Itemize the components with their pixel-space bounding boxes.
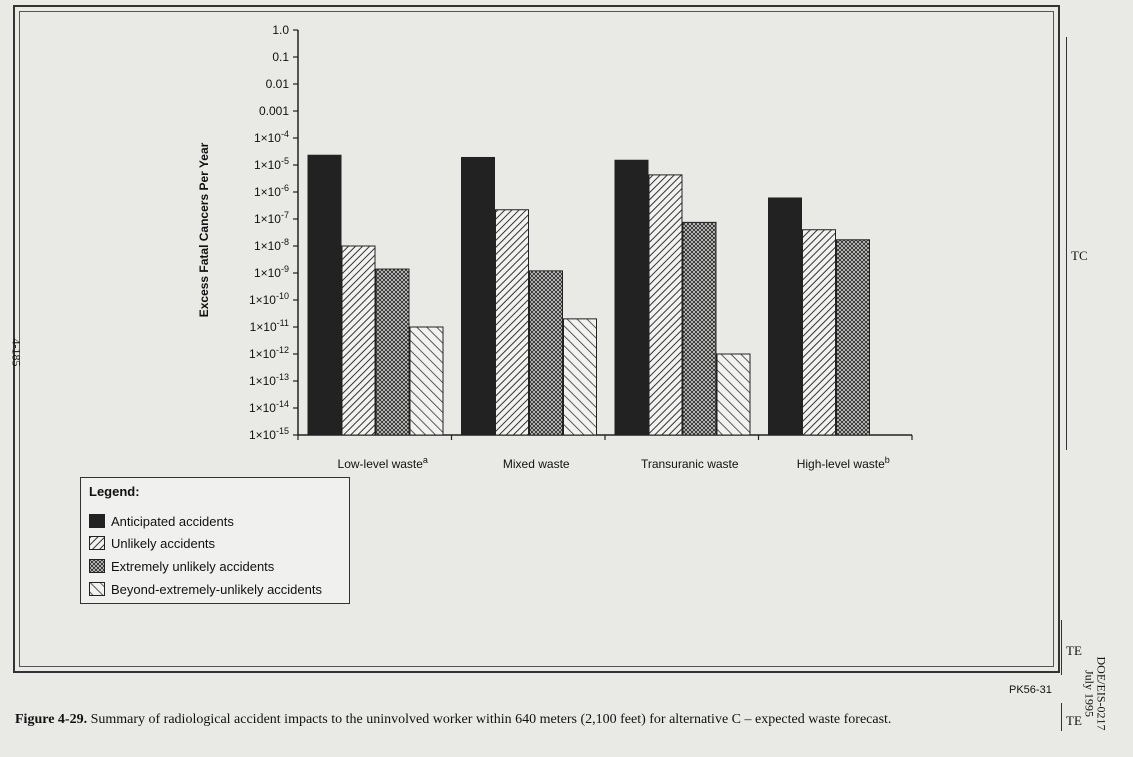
bar <box>768 197 802 436</box>
x-category-label: Low-level wastea <box>338 455 428 471</box>
bar <box>614 159 649 436</box>
y-tick-label: 1×10-13 <box>249 372 289 388</box>
document-date: July 1995 <box>1082 669 1097 717</box>
y-tick-label: 1.0 <box>272 23 289 37</box>
y-axis: 1.0 0.1 0.01 0.001 1×10-4 1×10-5 1×10-6 1×10-7 1… <box>249 23 299 442</box>
legend-label: Extremely unlikely accidents <box>111 558 275 574</box>
bar <box>836 239 870 436</box>
bar <box>307 154 342 436</box>
bar <box>375 268 410 436</box>
y-tick-label: 1×10-7 <box>254 210 289 226</box>
y-axis-label: Excess Fatal Cancers Per Year <box>197 142 211 317</box>
bars <box>307 154 870 436</box>
caption-label: Figure 4-29. <box>15 712 88 727</box>
figure-frame-inner <box>19 11 1054 667</box>
caption-text: Summary of radiological accident impacts… <box>90 712 892 727</box>
page-number: 4-185 <box>9 338 24 367</box>
legend-title: Legend: <box>89 484 140 499</box>
legend-item-extremely-unlikely: Extremely unlikely accidents <box>89 557 274 575</box>
bar <box>529 270 563 436</box>
y-tick-label: 1×10-12 <box>249 345 289 361</box>
y-tick-label: 0.001 <box>259 104 289 118</box>
legend-swatch-solid <box>89 514 105 528</box>
bar <box>682 221 717 436</box>
x-category-label: High-level wasteb <box>797 455 890 471</box>
figure-caption: Figure 4-29. Summary of radiological acc… <box>15 712 1045 728</box>
figure-code: PK56-31 <box>1009 684 1052 696</box>
x-category-label: Mixed waste <box>503 457 570 471</box>
legend-item-beyond-extremely-unlikely: Beyond-extremely-unlikely accidents <box>89 580 322 598</box>
y-tick-label: 1×10-10 <box>249 291 289 307</box>
x-category-label: Transuranic waste <box>641 457 739 471</box>
legend-label: Unlikely accidents <box>111 535 216 551</box>
legend-label: Beyond-extremely-unlikely accidents <box>111 581 322 597</box>
y-tick-label: 0.1 <box>272 50 289 64</box>
change-bar-te <box>1061 620 1062 675</box>
bar <box>495 209 529 436</box>
bar <box>461 156 495 436</box>
legend-item-anticipated: Anticipated accidents <box>89 512 234 530</box>
y-tick-label: 1×10-5 <box>254 156 289 172</box>
bar <box>341 245 376 436</box>
y-tick-label: 1×10-9 <box>254 264 289 280</box>
y-tick-label: 1×10-14 <box>249 399 289 415</box>
legend-item-unlikely: Unlikely accidents <box>89 534 215 552</box>
bar <box>563 318 597 436</box>
change-bar-tc <box>1066 37 1067 450</box>
change-bar-te-caption <box>1061 703 1062 731</box>
bar <box>716 353 751 436</box>
bar <box>802 229 836 436</box>
bar <box>409 326 444 436</box>
bar <box>648 174 683 436</box>
legend-swatch-crosshatch <box>89 559 105 573</box>
margin-tc-label: TC <box>1071 248 1088 263</box>
y-tick-label: 1×10-6 <box>254 183 289 199</box>
legend: Legend: Anticipated accidents Unlikely a… <box>80 477 350 604</box>
y-tick-label: 1×10-8 <box>254 237 289 253</box>
y-tick-label: 1×10-4 <box>254 129 289 145</box>
y-tick-label: 1×10-11 <box>250 318 289 334</box>
margin-te-label-caption: TE <box>1066 713 1082 728</box>
x-axis: Low-level wastea Mixed waste Transuranic w… <box>297 434 913 471</box>
legend-label: Anticipated accidents <box>111 513 234 529</box>
y-tick-label: 1×10-15 <box>249 426 289 442</box>
legend-swatch-dense-hatch <box>89 536 105 550</box>
legend-swatch-sparse-hatch <box>89 582 105 596</box>
figure-frame-outer <box>13 5 1060 673</box>
y-tick-label: 0.01 <box>266 77 290 91</box>
margin-te-label: TE <box>1066 643 1082 658</box>
